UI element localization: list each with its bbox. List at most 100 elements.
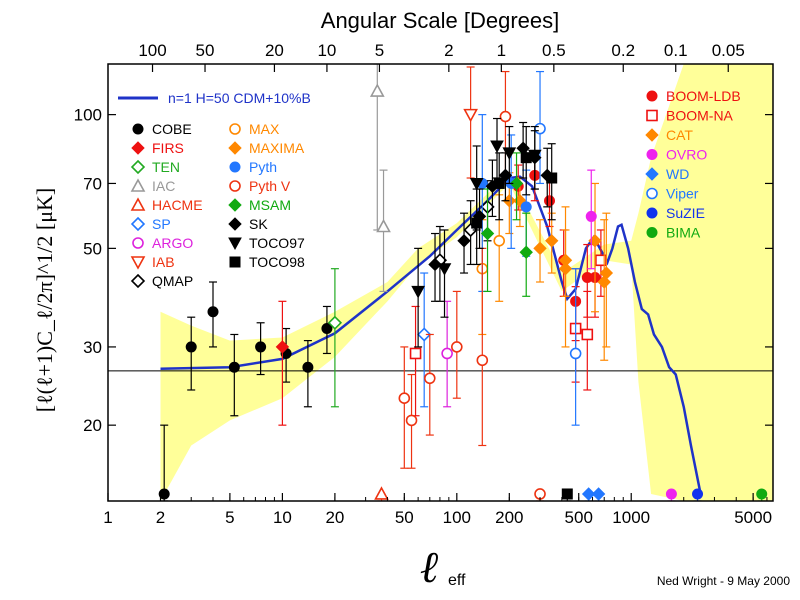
top-tick-label: 0.1: [664, 41, 688, 60]
wd-point: [591, 487, 606, 501]
suzie-point: [692, 488, 704, 500]
cobe-point: [185, 341, 197, 353]
legend-mid-max-marker: [229, 123, 241, 135]
x-tick-label: 50: [395, 508, 414, 527]
legend-left-iac-marker: [130, 178, 146, 192]
msam-point: [509, 176, 524, 191]
x-tick-label: 20: [325, 508, 344, 527]
maxima-point: [544, 234, 559, 248]
toco97-point: [469, 177, 484, 191]
top-tick-label: 0.2: [611, 41, 635, 60]
top-tick-label: 100: [138, 41, 166, 60]
x-tick-label: 100: [443, 508, 471, 527]
ovro-point: [585, 210, 597, 222]
legend-left-ten-marker: [130, 159, 146, 175]
cobe-point: [321, 323, 333, 335]
top-tick-label: 5: [375, 41, 384, 60]
toco98-point: [471, 217, 483, 229]
argo-point: [441, 347, 453, 360]
maxima-point: [558, 253, 573, 268]
cobe-point: [302, 361, 314, 373]
pyth-v-point: [499, 110, 512, 123]
legend-left-iac-label: IAC: [152, 178, 175, 194]
legend-left-iab-marker: [130, 256, 146, 270]
maxima-point: [533, 241, 547, 256]
top-tick-label: 2: [444, 41, 453, 60]
sk-point: [457, 234, 471, 248]
legend-right-ovro-marker: [646, 149, 658, 160]
y-tick-label: 70: [83, 174, 102, 193]
pyth-v-point: [451, 341, 463, 353]
msam-point: [519, 245, 533, 259]
data-points: [158, 64, 768, 501]
x-tick-label: 10: [273, 508, 292, 527]
top-tick-label: 1: [497, 41, 506, 60]
toco98-point: [493, 177, 505, 189]
bima-point: [756, 488, 768, 500]
legend-left-argo-label: ARGO: [152, 235, 193, 251]
legend-right-viper-marker: [646, 187, 658, 200]
ten-point: [327, 315, 343, 330]
legend-mid-toco98-label: TOCO98: [249, 254, 305, 270]
cobe-point: [158, 488, 170, 500]
legend-left-cobe-marker: [132, 123, 144, 135]
toco98-point: [520, 152, 532, 164]
legend-left-cobe-label: COBE: [152, 121, 192, 137]
x-tick-label: 5000: [734, 508, 772, 527]
band-area: [160, 64, 773, 501]
legend-left-argo-marker: [132, 237, 144, 249]
legend-mid-toco98-marker: [229, 256, 241, 268]
cat-point: [599, 266, 614, 280]
top-tick-label: 20: [265, 41, 284, 60]
pyth-v-point: [423, 372, 436, 385]
legend-right-wd-marker: [645, 167, 659, 181]
msam-point: [480, 226, 495, 241]
pyth-v-point: [405, 414, 418, 427]
y-axis-label: [ℓ(ℓ+1)C_ℓ/2π]^1/2 [μK]: [32, 188, 57, 413]
legend-mid-maxima-label: MAXIMA: [249, 140, 305, 156]
legend-right-bima-marker: [646, 227, 658, 238]
legend-left-firs-label: FIRS: [152, 140, 184, 156]
sk-point: [428, 257, 442, 272]
model-curve-line: [160, 175, 702, 495]
y-tick-label: 50: [83, 239, 102, 258]
hacme-point: [374, 486, 389, 500]
top-axis-title: Angular Scale [Degrees]: [321, 8, 559, 33]
top-tick-label: 0.05: [712, 41, 745, 60]
toco98-point: [561, 488, 573, 500]
plot-frame: [107, 63, 774, 502]
iab-point: [463, 108, 478, 123]
toco97-point: [437, 263, 452, 276]
legend-right-viper-label: Viper: [666, 186, 699, 202]
toco97-point: [411, 285, 425, 299]
legend-right-suzie-label: SuZIE: [666, 205, 705, 221]
cobe-point: [255, 341, 267, 353]
pyth-v-point: [476, 354, 489, 367]
iac-point: [369, 83, 385, 97]
toco98-point: [546, 172, 558, 184]
legend-mid-pyth-v-label: Pyth V: [249, 178, 291, 194]
legend-mid-sk-label: SK: [249, 216, 268, 232]
x-tick-label: 1000: [612, 508, 650, 527]
viper-point: [534, 122, 546, 135]
legend-right-wd-label: WD: [666, 166, 689, 182]
top-tick-label: 10: [317, 41, 336, 60]
x-tick-label: 5: [225, 508, 234, 527]
toco97-point: [502, 147, 517, 160]
wd-point: [581, 487, 596, 501]
legend-mid-toco97-label: TOCO97: [249, 235, 305, 251]
toco97-point: [490, 140, 504, 154]
cat-point: [597, 275, 611, 289]
y-tick-label: 30: [83, 338, 102, 357]
legend-left-hacme-marker: [130, 197, 146, 211]
cobe-point: [207, 306, 219, 318]
model-legend-label: n=1 H=50 CDM+10%B: [168, 90, 311, 106]
firs-point: [275, 340, 290, 354]
y-tick-label: 100: [74, 106, 102, 125]
top-tick-label: 0.5: [542, 41, 566, 60]
boom-ldb-point: [544, 195, 556, 207]
legend-mid-maxima-marker: [228, 141, 242, 155]
viper-point: [569, 347, 582, 360]
legend-mid-max-label: MAX: [249, 121, 280, 137]
